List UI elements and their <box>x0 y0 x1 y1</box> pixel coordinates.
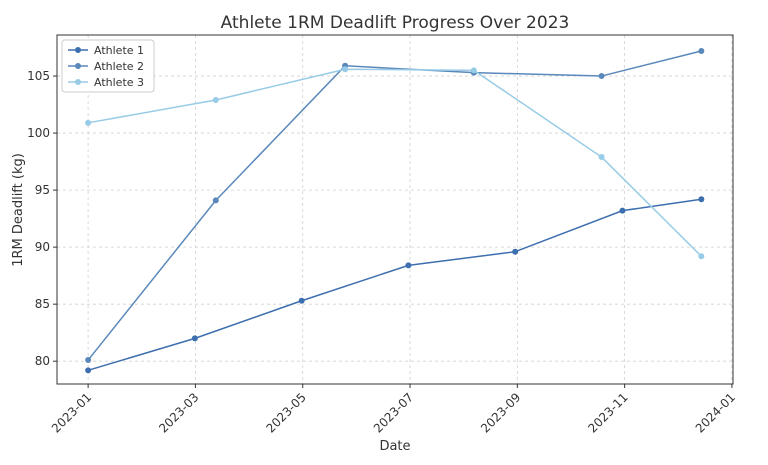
legend-marker <box>75 79 81 85</box>
x-tick-label: 2023-09 <box>478 390 523 435</box>
chart-title: Athlete 1RM Deadlift Progress Over 2023 <box>221 13 570 33</box>
data-point <box>698 196 705 203</box>
legend-marker <box>75 63 81 69</box>
legend-marker <box>75 47 81 53</box>
series-line <box>87 198 702 372</box>
data-point <box>598 73 605 80</box>
data-point <box>191 335 198 342</box>
legend-label: Athlete 3 <box>94 76 144 89</box>
series-line <box>87 50 702 361</box>
data-point <box>85 119 92 126</box>
y-tick-label: 80 <box>35 354 50 368</box>
x-tick-label: 2023-01 <box>49 390 94 435</box>
x-tick-label: 2023-11 <box>585 390 630 435</box>
data-point <box>470 67 477 74</box>
y-tick-label: 85 <box>35 297 50 311</box>
series-line <box>87 68 702 257</box>
x-tick-label: 2024-01 <box>693 390 738 435</box>
x-axis-label: Date <box>379 439 410 454</box>
data-point <box>85 367 92 374</box>
x-tick-label: 2023-03 <box>156 390 201 435</box>
data-point <box>698 47 705 54</box>
y-tick-label: 95 <box>35 183 50 197</box>
plot-frame <box>56 34 734 385</box>
legend-box <box>61 39 155 93</box>
data-point <box>212 197 219 204</box>
y-tick-label: 100 <box>27 126 50 140</box>
data-point <box>85 357 92 364</box>
y-tick-label: 90 <box>35 240 50 254</box>
legend-label: Athlete 2 <box>94 60 144 73</box>
x-tick-label: 2023-07 <box>371 390 416 435</box>
data-point <box>598 154 605 161</box>
data-point <box>298 297 305 304</box>
data-point <box>405 262 412 269</box>
data-point <box>342 66 349 73</box>
data-point <box>698 253 705 260</box>
x-tick-label: 2023-05 <box>263 390 308 435</box>
y-tick-label: 105 <box>27 69 50 83</box>
data-point <box>212 97 219 104</box>
data-point <box>619 207 626 214</box>
data-point <box>512 248 519 255</box>
y-axis-label: 1RM Deadlift (kg) <box>11 153 26 267</box>
legend-label: Athlete 1 <box>94 44 144 57</box>
